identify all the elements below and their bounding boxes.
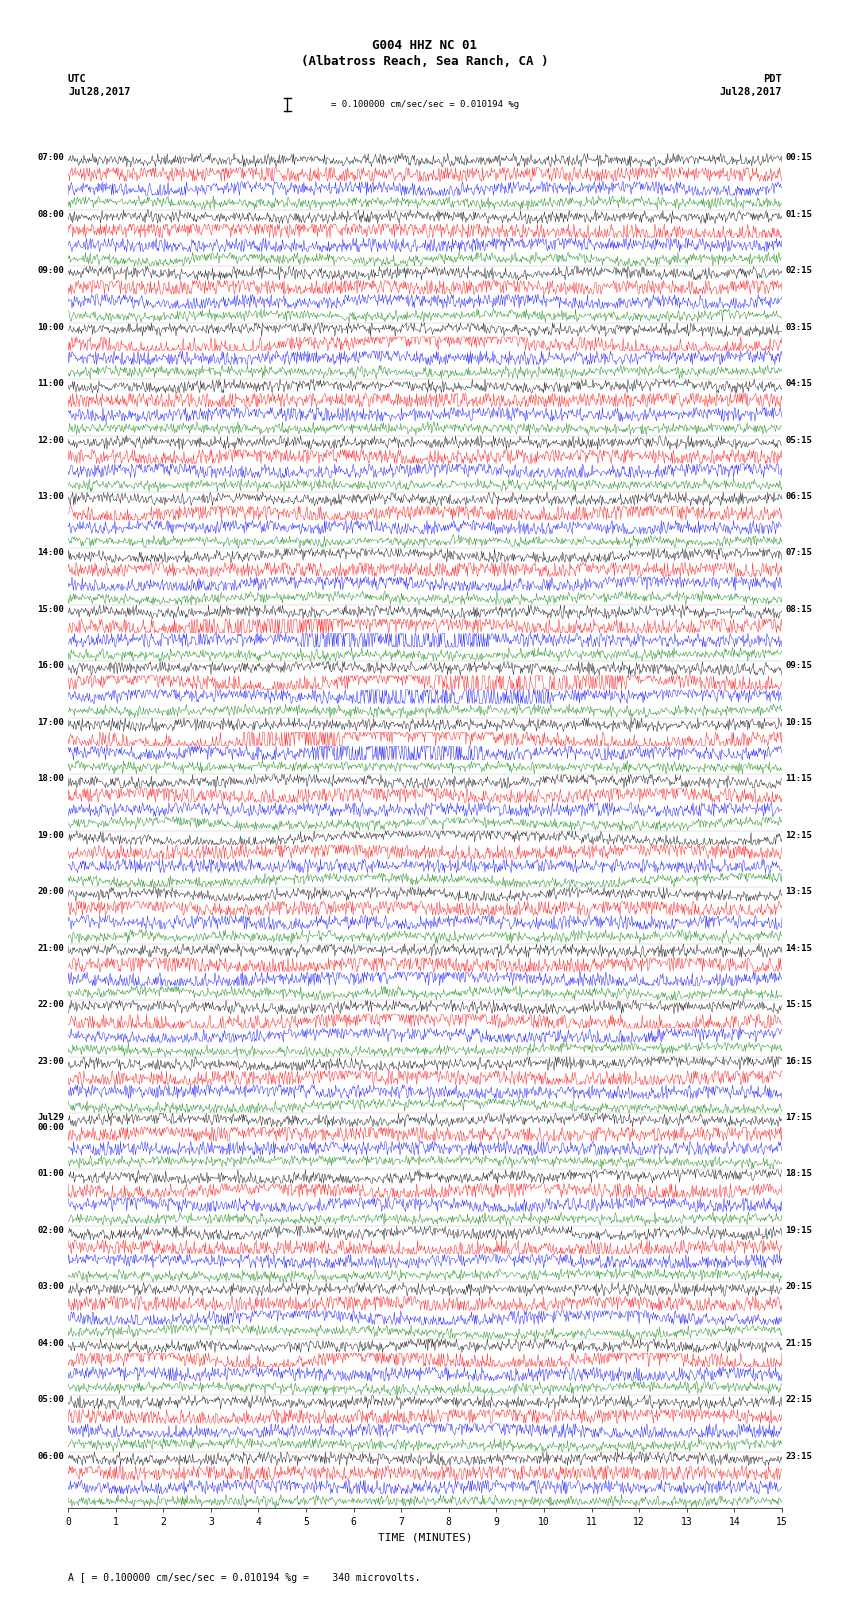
Text: 06:00: 06:00 [37, 1452, 65, 1461]
Text: 03:00: 03:00 [37, 1282, 65, 1292]
Text: Jul28,2017: Jul28,2017 [68, 87, 131, 97]
Text: 06:15: 06:15 [785, 492, 813, 502]
Text: 15:15: 15:15 [785, 1000, 813, 1010]
Text: 17:00: 17:00 [37, 718, 65, 727]
Text: G004 HHZ NC 01: G004 HHZ NC 01 [372, 39, 478, 52]
Text: 02:15: 02:15 [785, 266, 813, 276]
Text: 16:00: 16:00 [37, 661, 65, 671]
Text: (Albatross Reach, Sea Ranch, CA ): (Albatross Reach, Sea Ranch, CA ) [301, 55, 549, 68]
Text: 04:15: 04:15 [785, 379, 813, 389]
Text: 01:15: 01:15 [785, 210, 813, 219]
Text: 11:00: 11:00 [37, 379, 65, 389]
Text: 23:15: 23:15 [785, 1452, 813, 1461]
Text: 14:15: 14:15 [785, 944, 813, 953]
Text: A [ = 0.100000 cm/sec/sec = 0.010194 %g =    340 microvolts.: A [ = 0.100000 cm/sec/sec = 0.010194 %g … [68, 1573, 421, 1582]
Text: 21:15: 21:15 [785, 1339, 813, 1348]
Text: 20:15: 20:15 [785, 1282, 813, 1292]
Text: = 0.100000 cm/sec/sec = 0.010194 %g: = 0.100000 cm/sec/sec = 0.010194 %g [331, 100, 519, 110]
Text: 10:15: 10:15 [785, 718, 813, 727]
Text: 18:15: 18:15 [785, 1169, 813, 1179]
Text: 12:15: 12:15 [785, 831, 813, 840]
Text: 22:00: 22:00 [37, 1000, 65, 1010]
Text: 09:00: 09:00 [37, 266, 65, 276]
Text: Jul28,2017: Jul28,2017 [719, 87, 782, 97]
Text: 00:15: 00:15 [785, 153, 813, 163]
Text: 04:00: 04:00 [37, 1339, 65, 1348]
Text: UTC: UTC [68, 74, 87, 84]
Text: 14:00: 14:00 [37, 548, 65, 558]
Text: 15:00: 15:00 [37, 605, 65, 615]
Text: 19:00: 19:00 [37, 831, 65, 840]
Text: 19:15: 19:15 [785, 1226, 813, 1236]
Text: 03:15: 03:15 [785, 323, 813, 332]
Text: 05:15: 05:15 [785, 436, 813, 445]
Text: Jul29
00:00: Jul29 00:00 [37, 1113, 65, 1132]
Text: 16:15: 16:15 [785, 1057, 813, 1066]
Text: 01:00: 01:00 [37, 1169, 65, 1179]
Text: 08:15: 08:15 [785, 605, 813, 615]
Text: 22:15: 22:15 [785, 1395, 813, 1405]
Text: 08:00: 08:00 [37, 210, 65, 219]
Text: 20:00: 20:00 [37, 887, 65, 897]
Text: 02:00: 02:00 [37, 1226, 65, 1236]
Text: 18:00: 18:00 [37, 774, 65, 784]
Text: 21:00: 21:00 [37, 944, 65, 953]
Text: 10:00: 10:00 [37, 323, 65, 332]
Text: 23:00: 23:00 [37, 1057, 65, 1066]
Text: 13:15: 13:15 [785, 887, 813, 897]
Text: 11:15: 11:15 [785, 774, 813, 784]
Text: 07:00: 07:00 [37, 153, 65, 163]
X-axis label: TIME (MINUTES): TIME (MINUTES) [377, 1532, 473, 1542]
Text: 05:00: 05:00 [37, 1395, 65, 1405]
Text: PDT: PDT [763, 74, 782, 84]
Text: 12:00: 12:00 [37, 436, 65, 445]
Text: 09:15: 09:15 [785, 661, 813, 671]
Text: 17:15: 17:15 [785, 1113, 813, 1123]
Text: 13:00: 13:00 [37, 492, 65, 502]
Text: 07:15: 07:15 [785, 548, 813, 558]
